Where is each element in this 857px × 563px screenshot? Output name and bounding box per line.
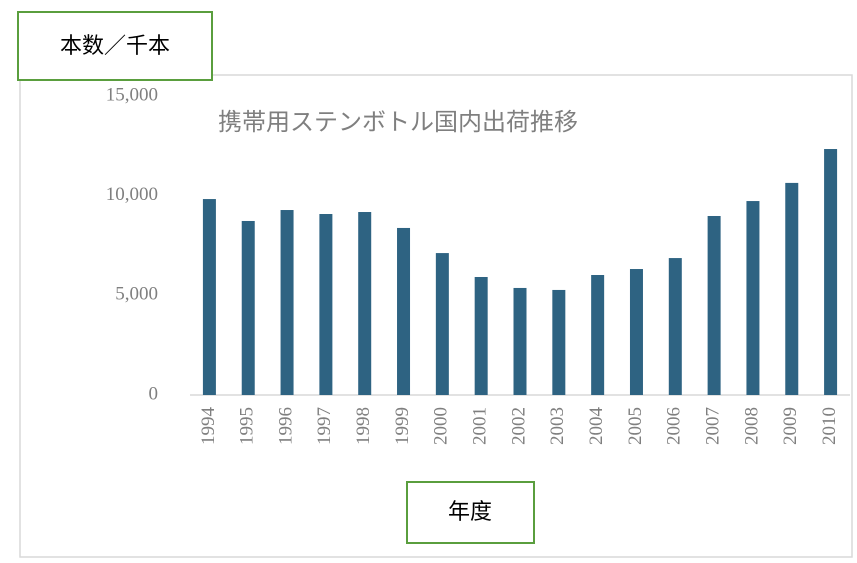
x-tick-label: 1999 — [392, 407, 413, 445]
x-tick-label: 2000 — [431, 407, 452, 445]
bar — [591, 275, 605, 395]
y-label-box — [17, 11, 213, 81]
bar — [824, 149, 838, 395]
x-tick-label: 2009 — [780, 407, 801, 445]
bar — [358, 212, 372, 395]
chart-title: 携帯用ステンボトル国内出荷推移 — [218, 108, 578, 136]
y-tick-label: 0 — [149, 383, 159, 404]
bar — [552, 289, 566, 395]
bar — [707, 215, 721, 395]
y-tick-label: 10,000 — [106, 184, 158, 205]
bar — [629, 269, 643, 395]
x-tick-label: 1995 — [237, 407, 258, 445]
x-tick-label: 1996 — [275, 407, 296, 445]
x-tick-label: 1998 — [353, 407, 374, 445]
x-axis-label: 年度 — [448, 500, 492, 525]
x-tick-label: 2008 — [741, 407, 762, 445]
x-tick-label: 1994 — [198, 407, 219, 446]
bar — [785, 182, 799, 395]
x-tick-label: 2005 — [625, 407, 646, 445]
x-tick-label: 2003 — [547, 407, 568, 445]
y-axis-label: 本数／千本 — [60, 34, 170, 59]
bar — [435, 253, 449, 395]
bar — [397, 227, 411, 395]
x-tick-label: 2006 — [664, 407, 685, 445]
bar — [746, 201, 760, 395]
x-tick-label: 2004 — [586, 407, 607, 446]
x-tick-label: 2002 — [508, 407, 529, 445]
x-label-box — [406, 481, 535, 544]
y-tick-label: 5,000 — [115, 284, 158, 305]
x-tick-label: 1997 — [314, 407, 335, 445]
bar — [668, 258, 682, 395]
y-tick-label: 15,000 — [106, 84, 158, 105]
bar — [241, 220, 255, 395]
bar — [513, 287, 527, 395]
bar — [319, 214, 333, 395]
bar — [474, 276, 488, 395]
bar — [202, 199, 216, 395]
x-tick-label: 2001 — [470, 407, 491, 445]
bar — [280, 210, 294, 395]
x-tick-label: 2007 — [702, 407, 723, 445]
x-tick-label: 2010 — [819, 407, 840, 445]
